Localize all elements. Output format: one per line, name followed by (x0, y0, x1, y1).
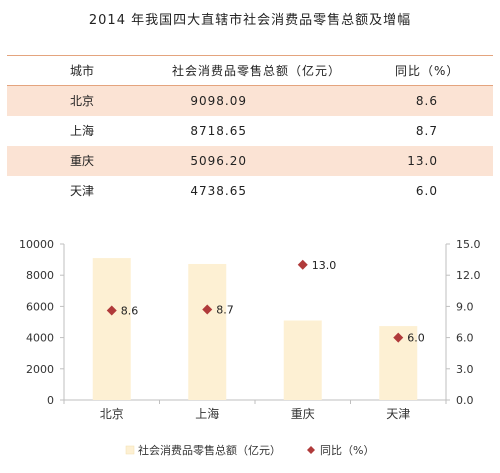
y-right-tick-label: 12.0 (456, 269, 481, 282)
header-city: 城市 (70, 64, 95, 78)
table-row: 北京 9098.09 8.6 (7, 86, 493, 116)
row-city: 重庆 (70, 154, 95, 168)
row-total: 4738.65 (190, 184, 247, 198)
bar (92, 258, 131, 400)
y-left-tick-label: 8000 (26, 269, 54, 282)
page-title: 2014 年我国四大直辖市社会消费品零售总额及增幅 (88, 13, 412, 28)
y-left-tick-label: 0 (47, 394, 54, 407)
scatter-point (202, 304, 213, 315)
row-city: 天津 (70, 184, 95, 198)
bar (283, 320, 322, 400)
row-yoy: 13.0 (407, 154, 438, 168)
row-total: 9098.09 (190, 94, 247, 108)
table-row: 重庆 5096.20 13.0 (7, 146, 493, 176)
row-city: 上海 (70, 124, 95, 138)
header-total: 社会消费品零售总额（亿元） (172, 64, 342, 78)
x-tick-label: 天津 (386, 407, 410, 421)
x-tick-label: 北京 (100, 407, 124, 421)
data-label: 13.0 (312, 259, 337, 272)
y-left-tick-label: 4000 (26, 332, 54, 345)
legend-label: 同比（%） (320, 444, 374, 457)
y-left-tick-label: 2000 (26, 363, 54, 376)
row-yoy: 6.0 (415, 184, 438, 198)
legend-label: 社会消费品零售总额（亿元） (138, 443, 281, 457)
row-yoy: 8.7 (415, 124, 438, 138)
data-label: 8.6 (121, 305, 139, 318)
x-tick-label: 上海 (195, 406, 219, 421)
scatter-point (106, 305, 117, 316)
x-tick-label: 重庆 (291, 407, 315, 421)
y-left-tick-label: 10000 (19, 238, 54, 251)
scatter-point (297, 259, 308, 270)
y-right-tick-label: 0.0 (456, 394, 474, 407)
legend-swatch-bar (125, 445, 135, 455)
table-header-row: 城市 社会消费品零售总额（亿元） 同比（%） (7, 56, 493, 86)
legend-swatch-scatter (307, 446, 315, 454)
y-right-tick-label: 9.0 (456, 300, 474, 313)
row-city: 北京 (70, 94, 95, 108)
y-left-tick-label: 6000 (26, 300, 54, 313)
table-row: 天津 4738.65 6.0 (7, 176, 493, 206)
data-label: 6.0 (407, 332, 425, 345)
row-total: 8718.65 (190, 124, 247, 138)
row-yoy: 8.6 (415, 94, 438, 108)
y-right-tick-label: 3.0 (456, 363, 474, 376)
header-yoy: 同比（%） (395, 64, 460, 78)
combo-chart: 0 2000 4000 6000 8000 10000 0.0 3.0 6.0 9.0 12.0 15… (19, 238, 481, 457)
row-total: 5096.20 (190, 154, 247, 168)
data-table: 城市 社会消费品零售总额（亿元） 同比（%） 北京 9098.09 8.6 上海… (7, 55, 493, 206)
y-right-tick-label: 15.0 (456, 238, 481, 251)
table-row: 上海 8718.65 8.7 (7, 116, 493, 146)
data-label: 8.7 (216, 304, 234, 317)
y-right-tick-label: 6.0 (456, 332, 474, 345)
bar (188, 263, 227, 400)
scatter-point (393, 332, 404, 343)
